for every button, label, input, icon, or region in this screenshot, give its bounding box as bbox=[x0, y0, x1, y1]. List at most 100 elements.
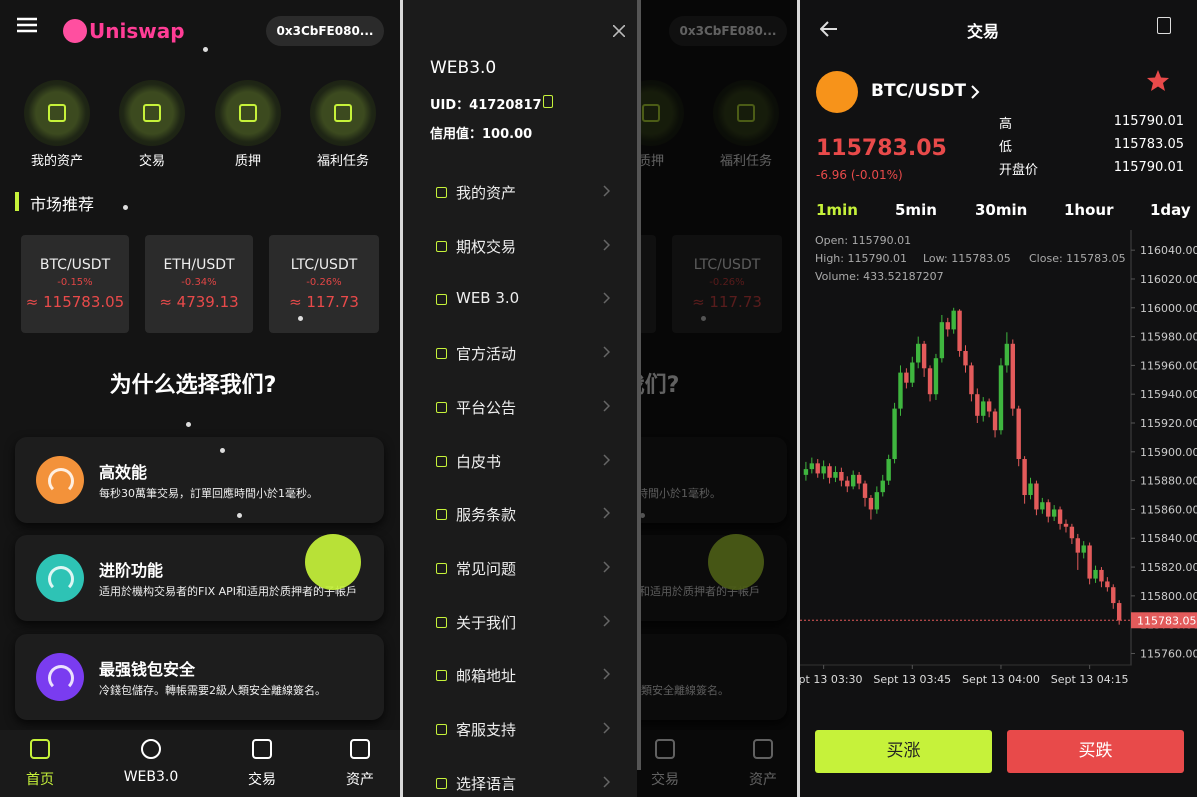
menu-item[interactable]: 邮箱地址 bbox=[403, 655, 637, 695]
menu-chevron bbox=[603, 400, 610, 412]
star bbox=[220, 448, 225, 453]
page-title: 交易 bbox=[966, 22, 999, 41]
y-tick-label: 115840.00 bbox=[1140, 532, 1197, 545]
menu-icon bbox=[436, 455, 447, 467]
shortcut-icon[interactable] bbox=[119, 80, 185, 146]
feature-text: 冷錢包儲存。轉帳需要2級人類安全離線簽名。 bbox=[99, 684, 326, 697]
menu-item[interactable]: WEB 3.0 bbox=[403, 279, 637, 319]
candle-body bbox=[839, 471, 844, 481]
candle-body bbox=[975, 394, 980, 416]
nav-label[interactable]: 首页 bbox=[26, 772, 54, 788]
menu-label[interactable]: 期权交易 bbox=[456, 237, 517, 256]
nav-label[interactable]: 资产 bbox=[346, 772, 374, 788]
interval-tab[interactable]: 1min bbox=[816, 201, 858, 219]
menu-label[interactable]: 选择语言 bbox=[456, 774, 517, 793]
shortcut-icon[interactable] bbox=[310, 80, 376, 146]
market-card[interactable]: BTC/USDT -0.15% ≈ 115783.05 bbox=[21, 235, 129, 333]
candle-body bbox=[1111, 587, 1116, 604]
menu-button[interactable] bbox=[17, 17, 37, 33]
nav-item[interactable]: 首页 bbox=[0, 730, 80, 789]
orders-icon[interactable] bbox=[1157, 17, 1171, 34]
menu-chevron bbox=[603, 507, 610, 519]
shortcut-label[interactable]: 我的资产 bbox=[30, 154, 83, 169]
menu-label[interactable]: WEB 3.0 bbox=[456, 289, 520, 308]
candle-body bbox=[921, 343, 927, 369]
drawer-title: WEB3.0 bbox=[430, 58, 497, 78]
copy-icon[interactable] bbox=[543, 95, 553, 108]
pair[interactable]: BTC/USDT bbox=[871, 81, 966, 101]
last-price-label: 115783.05 bbox=[1137, 614, 1197, 627]
menu-item[interactable]: 关于我们 bbox=[403, 602, 637, 642]
stat-value: 115783.05 bbox=[1113, 137, 1184, 152]
menu-item[interactable]: 期权交易 bbox=[403, 226, 637, 266]
interval-tab[interactable]: 30min bbox=[975, 201, 1028, 219]
stat-value: 115790.01 bbox=[1113, 114, 1184, 129]
candle-body bbox=[1010, 343, 1015, 409]
interval-tab[interactable]: 1day bbox=[1150, 201, 1191, 219]
candle-body bbox=[969, 365, 974, 395]
ohlc-info: Low: 115783.05 bbox=[923, 252, 1011, 265]
nav-label[interactable]: WEB3.0 bbox=[123, 769, 179, 785]
menu-label[interactable]: 我的资产 bbox=[456, 184, 517, 202]
menu-item[interactable]: 官方活动 bbox=[403, 333, 637, 373]
shortcut-icon[interactable] bbox=[215, 80, 281, 146]
menu-item[interactable]: 平台公告 bbox=[403, 387, 637, 427]
menu-item[interactable]: 常见问题 bbox=[403, 548, 637, 588]
menu-label[interactable]: 邮箱地址 bbox=[456, 667, 517, 686]
menu-label[interactable]: 关于我们 bbox=[456, 613, 517, 632]
feature-title: 进阶功能 bbox=[99, 561, 164, 580]
nav-label[interactable]: 交易 bbox=[248, 772, 276, 788]
change: -0.15% bbox=[57, 277, 93, 288]
pair: ETH/USDT bbox=[163, 257, 235, 273]
candle-body bbox=[1057, 509, 1063, 524]
menu-item[interactable]: 客服支持 bbox=[403, 709, 637, 749]
menu-chevron bbox=[603, 561, 610, 573]
menu-chevron bbox=[603, 453, 610, 466]
menu-label[interactable]: 官方活动 bbox=[456, 345, 517, 364]
menu-label[interactable]: 常见问题 bbox=[456, 559, 517, 578]
nav-item[interactable]: WEB3.0 bbox=[111, 730, 191, 785]
menu-label[interactable]: 服务条款 bbox=[456, 506, 517, 525]
interval-tab[interactable]: 1hour bbox=[1064, 201, 1114, 219]
nav-item[interactable]: 资产 bbox=[320, 730, 400, 789]
candle-body bbox=[850, 474, 856, 487]
favorite-star[interactable] bbox=[1147, 70, 1169, 91]
candle-body bbox=[951, 310, 956, 330]
market-card[interactable]: ETH/USDT -0.34% ≈ 4739.13 bbox=[145, 235, 253, 333]
candle-body bbox=[963, 350, 968, 366]
price: ≈ 115783.05 bbox=[25, 293, 125, 311]
credit: 信用值：100.00 bbox=[430, 127, 533, 142]
shortcut-label[interactable]: 交易 bbox=[138, 154, 165, 169]
candle-body bbox=[981, 401, 986, 416]
pair-chevron[interactable] bbox=[971, 85, 980, 99]
close-button[interactable] bbox=[613, 25, 625, 37]
menu-item[interactable]: 选择语言 bbox=[403, 763, 637, 797]
candle-body bbox=[833, 471, 838, 478]
shortcut-icon[interactable] bbox=[24, 80, 90, 146]
buy-button[interactable]: 买涨 bbox=[815, 730, 992, 773]
menu-icon bbox=[436, 509, 447, 521]
shortcut-label[interactable]: 质押 bbox=[234, 154, 261, 169]
candle-body bbox=[845, 480, 850, 487]
interval-tab[interactable]: 5min bbox=[895, 201, 937, 219]
logo-text: Uniswap bbox=[89, 19, 185, 43]
wallet-address[interactable]: 0x3CbFE080... bbox=[266, 16, 384, 46]
menu-label[interactable]: 白皮书 bbox=[456, 452, 502, 471]
menu-icon bbox=[436, 562, 447, 574]
nav-item[interactable]: 交易 bbox=[222, 730, 302, 789]
menu-item[interactable]: 服务条款 bbox=[403, 494, 637, 534]
ohlc-info: Volume: 433.52187207 bbox=[815, 270, 944, 283]
menu-item[interactable]: 白皮书 bbox=[403, 441, 637, 481]
candle-body bbox=[998, 365, 1004, 431]
menu-label[interactable]: 平台公告 bbox=[456, 398, 517, 417]
support-button[interactable] bbox=[305, 534, 361, 590]
shortcut-label[interactable]: 福利任务 bbox=[316, 154, 369, 169]
candle-body bbox=[1069, 526, 1075, 539]
price: ≈ 4739.13 bbox=[159, 293, 239, 311]
menu-label[interactable]: 客服支持 bbox=[456, 721, 517, 739]
sell-button[interactable]: 买跌 bbox=[1007, 730, 1184, 773]
back-button[interactable] bbox=[820, 21, 838, 37]
market-card[interactable]: LTC/USDT -0.26% ≈ 117.73 bbox=[269, 235, 379, 333]
y-tick-label: 116040.00 bbox=[1140, 244, 1197, 257]
menu-item[interactable]: 我的资产 bbox=[403, 172, 637, 212]
